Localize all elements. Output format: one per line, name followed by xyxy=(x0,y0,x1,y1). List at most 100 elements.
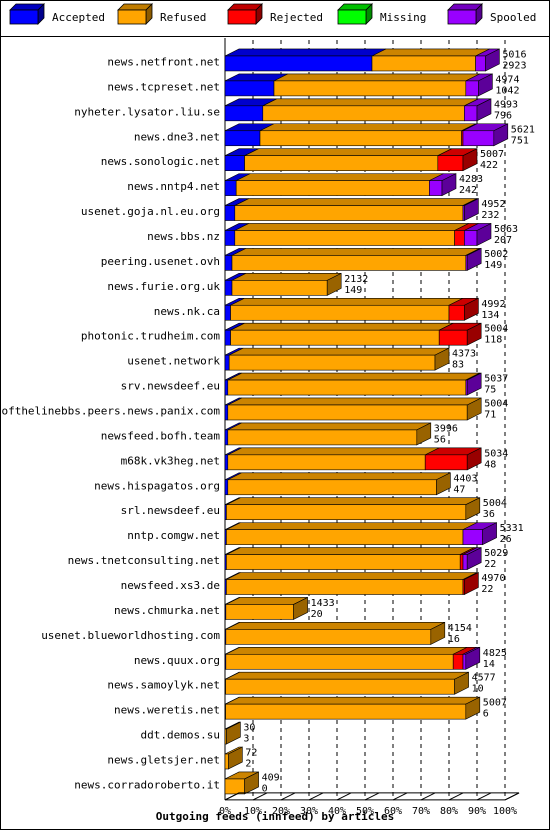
value-label-offered: 4825 xyxy=(483,648,507,659)
value-label-offered: 5037 xyxy=(484,374,508,385)
category-label: news.netfront.net xyxy=(107,55,220,68)
bar-news-bbs-nz-rejected xyxy=(454,230,465,246)
bar-peering-usenet-ovh-accepted xyxy=(224,255,233,271)
value-label-offered: 5002 xyxy=(484,249,508,260)
value-label-accepted: 0 xyxy=(262,783,268,794)
bar-news-dne3-net-accepted xyxy=(224,130,261,147)
category-label: news.chmurka.net xyxy=(114,604,220,617)
bar-m68k-vk3heg-net-rejected xyxy=(424,454,468,471)
x-tick-label: 30% xyxy=(300,806,318,817)
bar-newsfeed-bofh-team-end-face xyxy=(416,422,432,446)
value-label-offered: 409 xyxy=(262,772,280,783)
bar-news-gletsjer-net-end-face xyxy=(228,746,243,770)
category-label: photonic.trudheim.com xyxy=(81,330,220,343)
bar-news-dne3-net-end-face xyxy=(493,123,509,147)
bar-endofthelinebbs-peers-news-panix-com-accepted xyxy=(224,404,229,421)
legend-label-rejected: Rejected xyxy=(270,11,323,24)
bar-news-bbs-nz-refused xyxy=(234,230,455,246)
legend-label-missing: Missing xyxy=(380,11,426,24)
x-tick-label: 10% xyxy=(244,806,262,817)
bar-news-dne3-net-refused-top xyxy=(259,123,476,132)
bar-news-dne3-net-refused xyxy=(259,130,462,147)
bar-photonic-trudheim-com-rejected xyxy=(438,329,468,346)
value-label-offered: 1433 xyxy=(311,598,335,609)
bar-news-tnetconsulting-net-spooled xyxy=(462,554,468,570)
bar-srl-newsdeef-eu-refused-top xyxy=(226,497,480,506)
value-label-offered: 4993 xyxy=(494,99,518,110)
bar-news-netfront-net-refused-top xyxy=(371,48,490,57)
bar-ddt-demos-su-end-face xyxy=(226,721,241,745)
bar-m68k-vk3heg-net-end-face xyxy=(466,447,482,471)
bar-usenet-goja-nl-eu-org-end-face xyxy=(464,198,479,222)
bar-news-furie-org-uk-refused xyxy=(231,280,328,296)
bar-endofthelinebbs-peers-news-panix-com-refused xyxy=(227,404,468,421)
bar-news-samoylyk-net-refused xyxy=(225,678,455,695)
bar-nntp-comgw-net-refused xyxy=(226,529,464,545)
legend-swatch-refused xyxy=(117,9,147,25)
bar-usenet-blueworldhosting-com-refused xyxy=(225,629,432,645)
value-label-offered: 3996 xyxy=(434,423,458,434)
bar-news-corradoroberto-it-end-face xyxy=(244,771,259,795)
bar-news-tnetconsulting-net-refused-top xyxy=(226,547,475,555)
bar-peering-usenet-ovh-refused-top xyxy=(231,248,480,256)
value-label-accepted: 47 xyxy=(453,484,465,495)
value-labels: 5016292349741042499379656217515007422428… xyxy=(243,49,534,794)
category-label: news.bbs.nz xyxy=(147,230,220,243)
value-label-accepted: 134 xyxy=(481,310,499,321)
bar-nntp-comgw-net-spooled xyxy=(462,529,483,545)
value-label-accepted: 149 xyxy=(344,285,362,296)
x-tick-mark xyxy=(448,792,464,801)
bar-news-tcpreset-net-spooled xyxy=(465,80,479,97)
bar-news-hispagatos-org-end-face xyxy=(436,472,451,496)
category-label: news.gletsjer.net xyxy=(107,754,220,767)
bar-news-tnetconsulting-net-end-face xyxy=(466,547,482,571)
bar-endofthelinebbs-peers-news-panix-com-end-face xyxy=(466,397,482,421)
x-tick-mark xyxy=(280,792,296,801)
value-label-accepted: 36 xyxy=(483,509,495,520)
bar-srl-newsdeef-eu-refused xyxy=(226,504,467,521)
legend-label-spooled: Spooled xyxy=(490,11,536,24)
bar-usenet-network-accepted xyxy=(224,354,230,371)
value-label-accepted: 16 xyxy=(448,634,460,645)
value-label-offered: 5034 xyxy=(484,448,508,459)
bar-news-corradoroberto-it-refused xyxy=(224,778,245,795)
category-label: usenet.goja.nl.eu.org xyxy=(81,205,220,218)
bar-news-bbs-nz-refused-top xyxy=(234,223,469,231)
category-label: newsfeed.xs3.de xyxy=(121,579,220,592)
category-label: srl.newsdeef.eu xyxy=(121,504,220,517)
bar-news-sonologic-net-refused-top xyxy=(244,148,452,156)
bar-news-nk-ca-refused xyxy=(230,304,450,321)
category-label: news.weretis.net xyxy=(114,704,220,717)
legend: Accepted Refused Rejected Missing Spooled xyxy=(9,3,536,25)
value-label-accepted: 83 xyxy=(452,360,464,371)
category-label: ddt.demos.su xyxy=(141,729,220,742)
bar-news-chmurka-net-end-face xyxy=(293,596,308,620)
bar-news-nntp4-net-end-face xyxy=(441,173,457,197)
value-label-offered: 5331 xyxy=(500,523,524,534)
bar-news-furie-org-uk-end-face xyxy=(326,272,342,296)
category-label: endofthelinebbs.peers.news.panix.com xyxy=(0,404,220,417)
bars xyxy=(224,48,509,795)
bar-peering-usenet-ovh-refused xyxy=(231,255,467,271)
bar-news-sonologic-net-accepted xyxy=(224,155,245,171)
value-label-offered: 4974 xyxy=(495,74,519,85)
value-label-offered: 4952 xyxy=(481,199,505,210)
value-label-accepted: 48 xyxy=(484,459,496,470)
bar-news-netfront-net-refused xyxy=(371,55,476,72)
bar-news-weretis-net-end-face xyxy=(465,696,481,720)
bar-news-nk-ca-refused-top xyxy=(230,297,464,306)
value-label-accepted: 56 xyxy=(434,434,446,445)
x-tick-mark xyxy=(336,792,352,801)
value-label-offered: 5007 xyxy=(483,698,507,709)
value-label-offered: 30 xyxy=(243,723,255,734)
value-label-offered: 4154 xyxy=(448,623,472,634)
bar-srv-newsdeef-eu-end-face xyxy=(466,372,482,396)
legend-swatch-missing xyxy=(337,9,367,25)
value-label-accepted: 149 xyxy=(484,260,502,271)
value-label-offered: 5016 xyxy=(502,49,526,60)
bar-nntp-comgw-net-refused-top xyxy=(226,522,478,530)
bar-news-quux-org-refused xyxy=(225,653,454,670)
value-label-accepted: 1042 xyxy=(495,85,519,96)
bar-news-weretis-net-refused-top xyxy=(225,696,480,705)
bar-usenet-goja-nl-eu-org-accepted xyxy=(224,205,236,221)
